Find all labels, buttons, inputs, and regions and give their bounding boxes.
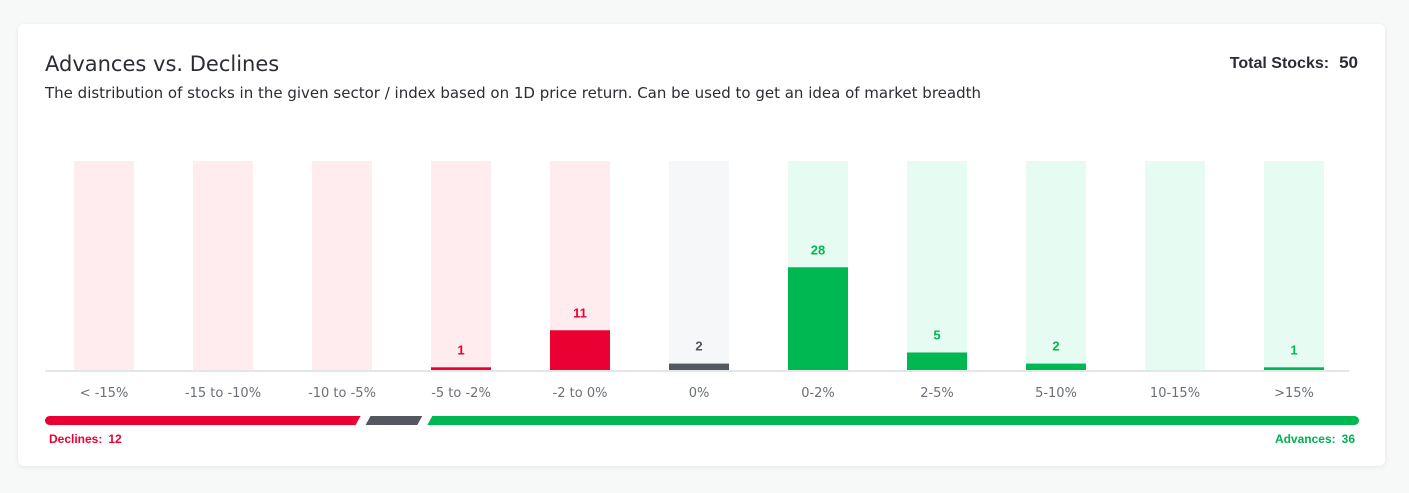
bar-background xyxy=(1264,161,1324,371)
distribution-bar-chart: < -15% -15 to -10% -10 to -5% 1 -5 to -2% 11 -… xyxy=(45,161,1349,401)
total-stocks-value: 50 xyxy=(1339,53,1358,72)
declines-label: Declines: xyxy=(49,432,103,446)
bar xyxy=(669,363,729,371)
declines-summary: Declines: 12 xyxy=(49,432,122,446)
bar xyxy=(431,367,491,371)
x-tick-label: 2-5% xyxy=(920,386,954,401)
x-tick-label: 5-10% xyxy=(1035,386,1077,401)
declines-segment xyxy=(45,416,361,425)
advances-declines-card: Advances vs. Declines The distribution o… xyxy=(18,24,1385,466)
data-label: 1 xyxy=(1290,342,1297,357)
data-label: 1 xyxy=(457,342,464,357)
bar-background xyxy=(431,161,491,371)
x-tick-label: 0% xyxy=(689,386,710,401)
bar xyxy=(788,267,848,371)
bar-background xyxy=(907,161,967,371)
advances-label: Advances: xyxy=(1274,432,1336,446)
chart-subtitle: The distribution of stocks in the given … xyxy=(45,84,981,102)
x-tick-label: -5 to -2% xyxy=(431,386,491,401)
x-tick-label: 10-15% xyxy=(1150,386,1200,401)
bar-background xyxy=(193,161,253,371)
x-tick-label: >15% xyxy=(1274,386,1314,401)
data-label: 28 xyxy=(811,242,825,257)
x-tick-label: < -15% xyxy=(80,386,129,401)
data-label: 5 xyxy=(933,327,940,342)
bar xyxy=(907,352,967,371)
bar xyxy=(550,330,610,371)
total-stocks-label: Total Stocks: xyxy=(1229,55,1330,72)
data-label: 2 xyxy=(695,339,702,354)
data-label: 2 xyxy=(1052,339,1059,354)
bar xyxy=(1026,363,1086,371)
advances-count: 36 xyxy=(1341,432,1355,446)
chart-title: Advances vs. Declines xyxy=(45,52,280,76)
bar xyxy=(1264,367,1324,371)
bar-background xyxy=(1145,161,1205,371)
x-tick-label: -15 to -10% xyxy=(185,386,261,401)
advances-summary: Advances: 36 xyxy=(1275,432,1355,446)
market-breadth-bar xyxy=(45,416,1359,425)
unchanged-segment xyxy=(365,416,423,425)
data-label: 11 xyxy=(573,305,587,320)
bar-background xyxy=(1026,161,1086,371)
x-tick-label: -10 to -5% xyxy=(308,386,376,401)
total-stocks: Total Stocks: 50 xyxy=(1230,53,1358,73)
advances-segment xyxy=(427,416,1359,425)
x-tick-label: 0-2% xyxy=(801,386,835,401)
x-tick-label: -2 to 0% xyxy=(553,386,608,401)
bar-background xyxy=(74,161,134,371)
declines-count: 12 xyxy=(108,432,122,446)
bar-background xyxy=(669,161,729,371)
bar-background xyxy=(312,161,372,371)
